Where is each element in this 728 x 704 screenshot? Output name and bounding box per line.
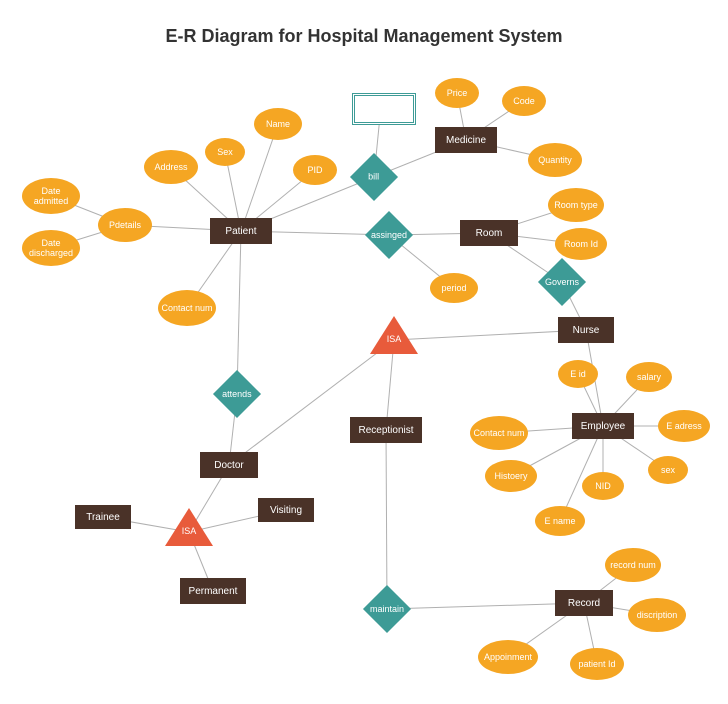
attr-address: Address <box>144 150 198 184</box>
entity-visiting: Visiting <box>258 498 314 522</box>
attr-pid: PID <box>293 155 337 185</box>
attr-nid: NID <box>582 472 624 500</box>
attr-eid: E id <box>558 360 598 388</box>
attr-sex: Sex <box>205 138 245 166</box>
entity-patient: Patient <box>210 218 272 244</box>
attr-roomtype: Room type <box>548 188 604 222</box>
attr-histoery: Histoery <box>485 460 537 492</box>
attr-datedis: Date discharged <box>22 230 80 266</box>
attr-recordnum: record num <box>605 548 661 582</box>
er-diagram-canvas: E-R Diagram for Hospital Management Syst… <box>0 0 728 704</box>
weak-entity-box <box>352 93 416 125</box>
attr-discription: discription <box>628 598 686 632</box>
attr-name: Name <box>254 108 302 140</box>
rel-bill: bill <box>350 153 398 201</box>
entity-doctor: Doctor <box>200 452 258 478</box>
entity-permanent: Permanent <box>180 578 246 604</box>
entity-trainee: Trainee <box>75 505 131 529</box>
attr-code: Code <box>502 86 546 116</box>
entity-room: Room <box>460 220 518 246</box>
rel-maintain: maintain <box>363 585 411 633</box>
attr-sex2: sex <box>648 456 688 484</box>
attr-patientid: patient Id <box>570 648 624 680</box>
attr-appoinment: Appoinment <box>478 640 538 674</box>
attr-roomid: Room Id <box>555 228 607 260</box>
entity-nurse: Nurse <box>558 317 614 343</box>
entity-medicine: Medicine <box>435 127 497 153</box>
attr-eadress: E adress <box>658 410 710 442</box>
attr-ename: E name <box>535 506 585 536</box>
isa-isa2: ISA <box>165 508 213 546</box>
entity-receptionist: Receptionist <box>350 417 422 443</box>
attr-salary: salary <box>626 362 672 392</box>
rel-assinged: assinged <box>365 211 413 259</box>
rel-governs: Governs <box>538 258 586 306</box>
entity-record: Record <box>555 590 613 616</box>
diagram-title: E-R Diagram for Hospital Management Syst… <box>0 26 728 47</box>
rel-attends: attends <box>213 370 261 418</box>
entity-employee: Employee <box>572 413 634 439</box>
attr-dateadm: Date admitted <box>22 178 80 214</box>
attr-quantity: Quantity <box>528 143 582 177</box>
attr-price: Price <box>435 78 479 108</box>
attr-contactnum2: Contact num <box>470 416 528 450</box>
attr-pdetails: Pdetails <box>98 208 152 242</box>
isa-isa1: ISA <box>370 316 418 354</box>
attr-contactnum: Contact num <box>158 290 216 326</box>
attr-period: period <box>430 273 478 303</box>
